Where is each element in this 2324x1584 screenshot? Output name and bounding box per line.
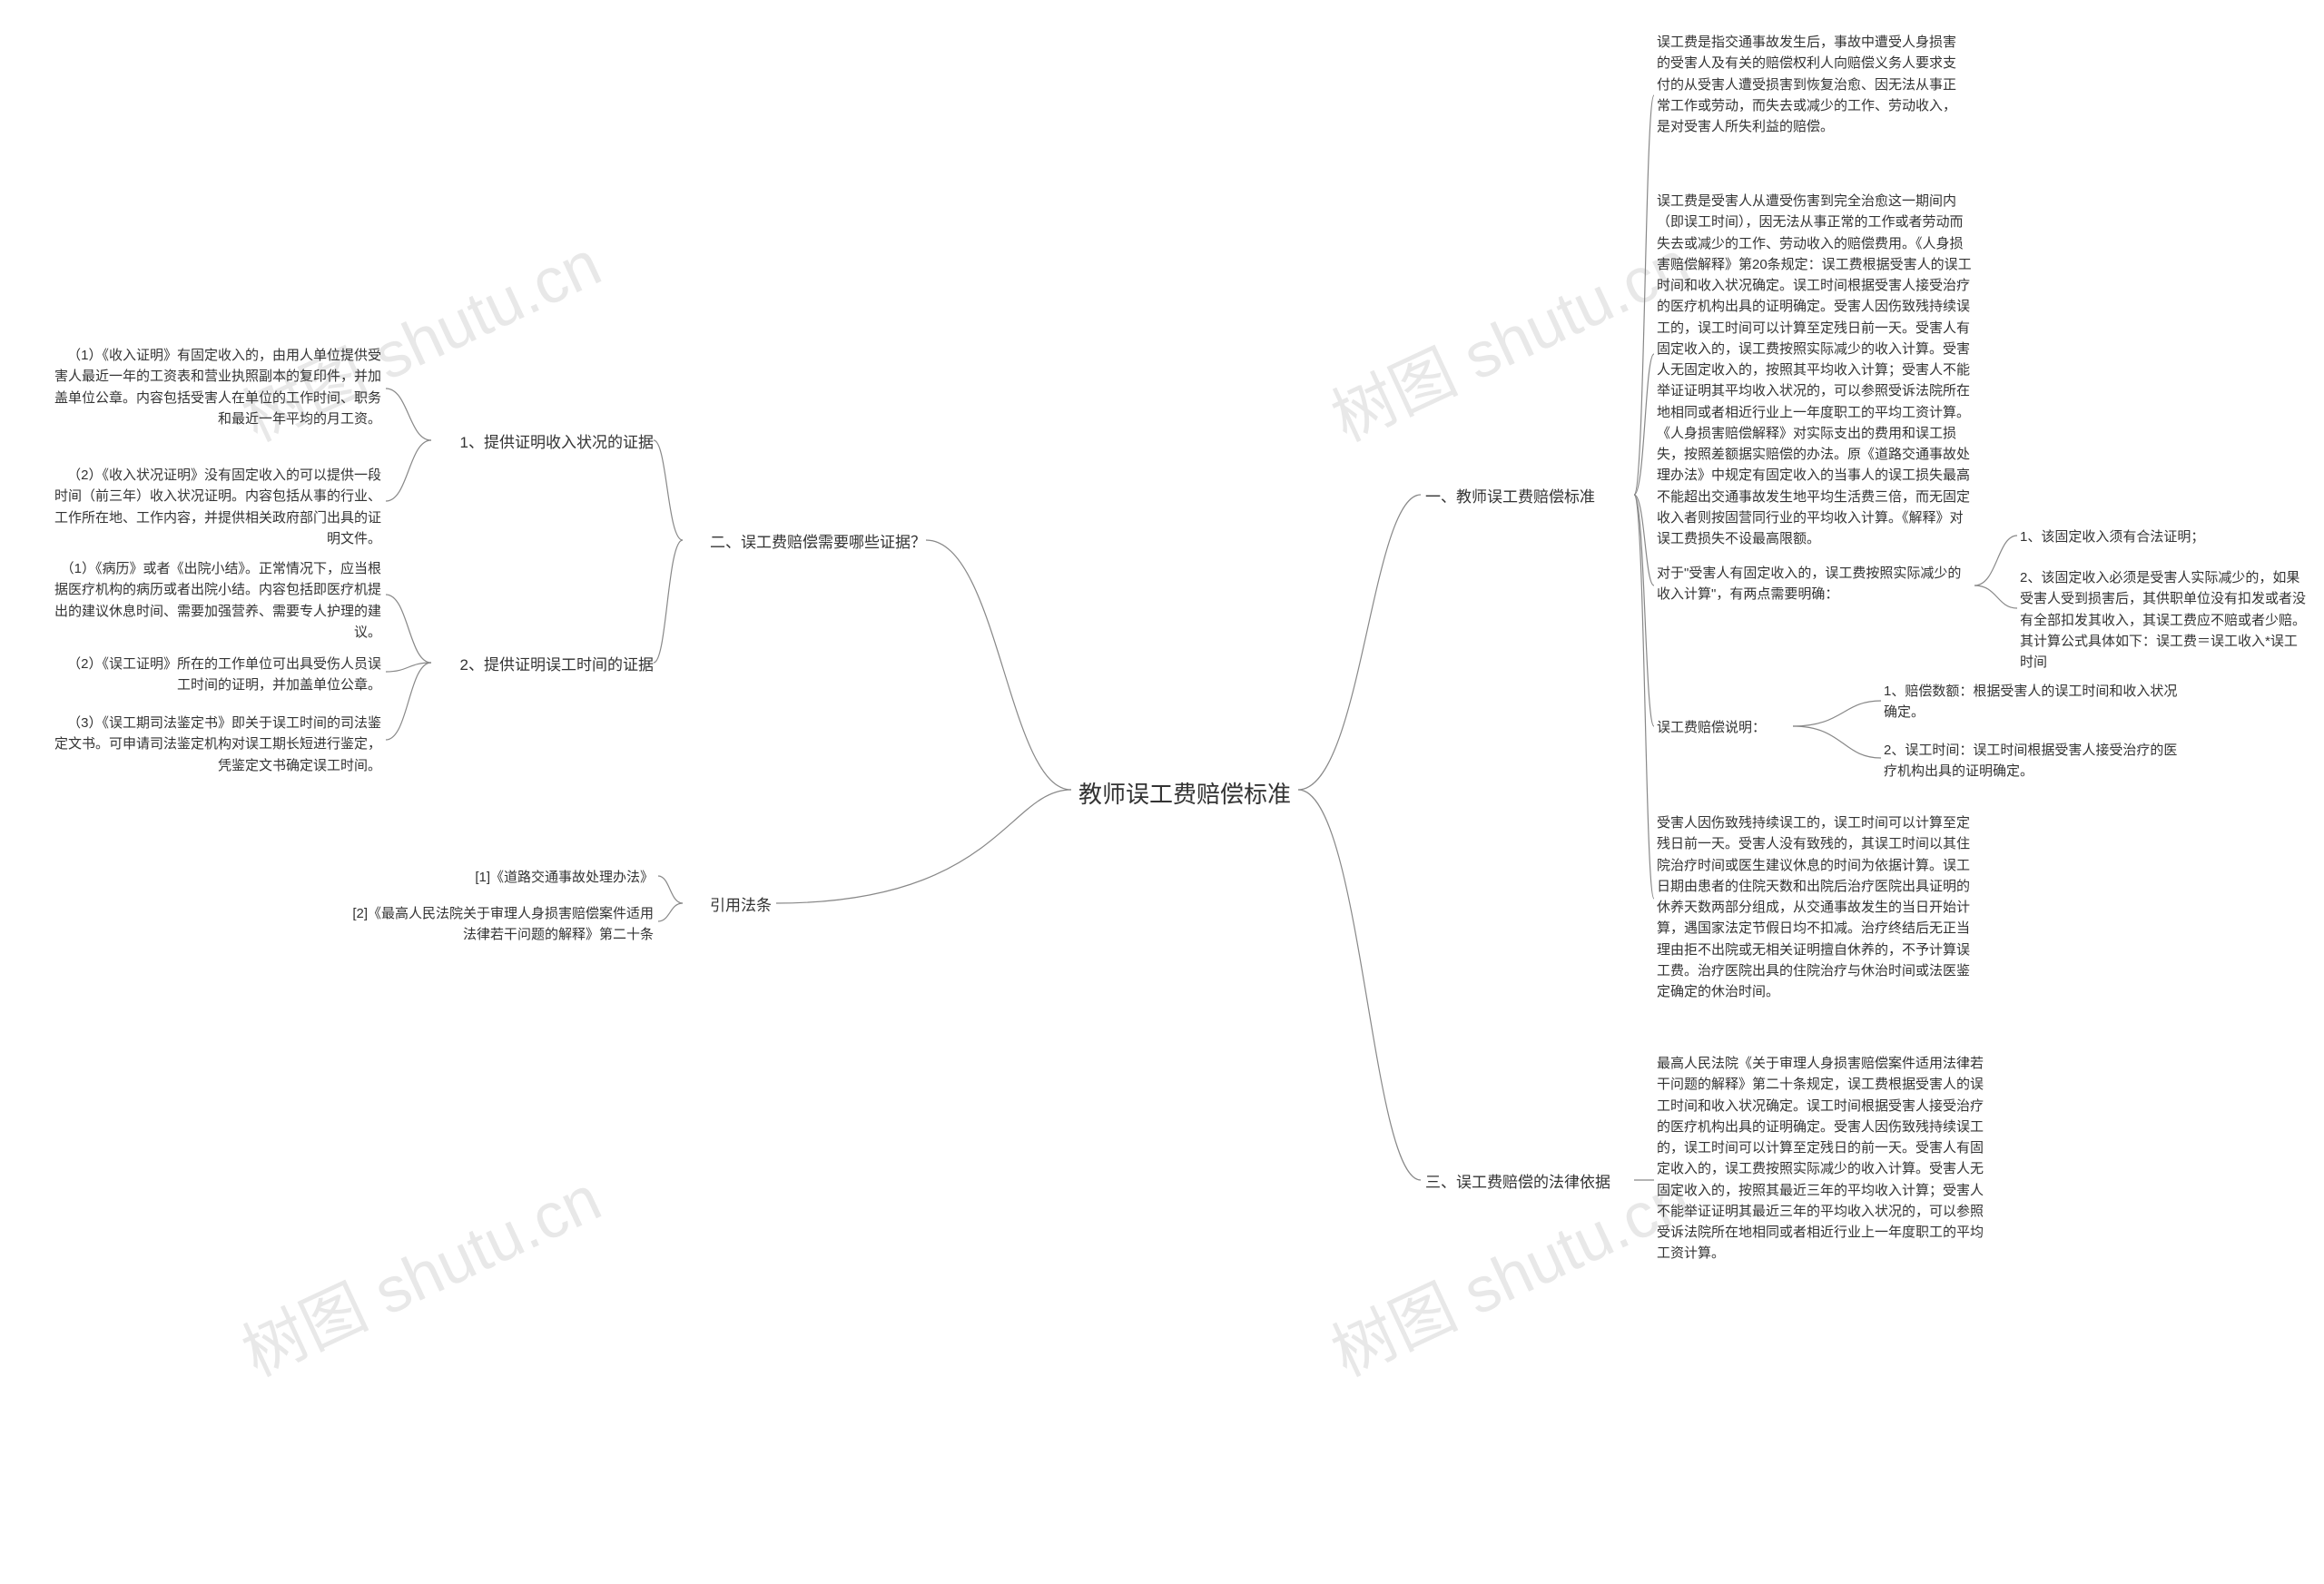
leaf-s2-sub2-1: （1）《病历》或者《出院小结》。正常情况下，应当根据医疗机构的病历或者出院小结。… <box>54 558 381 643</box>
branch-fixed-income: 对于"受害人有固定收入的，误工费按照实际减少的收入计算"，有两点需要明确： <box>1657 563 1974 605</box>
leaf-s2-sub1-1: （1）《收入证明》有固定收入的，由用人单位提供受害人最近一年的工资表和营业执照副… <box>54 345 381 429</box>
branch-citations: 引用法条 <box>681 894 772 918</box>
branch-s2-sub2: 2、提供证明误工时间的证据 <box>431 654 654 677</box>
watermark: 树图 shutu.cn <box>226 1148 614 1394</box>
branch-section2: 二、误工费赔偿需要哪些证据？ <box>681 531 926 555</box>
leaf-s1-para1: 误工费是指交通事故发生后，事故中遭受人身损害的受害人及有关的赔偿权利人向赔偿义务… <box>1657 32 1965 137</box>
root-node: 教师误工费赔偿标准 <box>1067 776 1303 810</box>
leaf-s3-content: 最高人民法院《关于审理人身损害赔偿案件适用法律若干问题的解释》第二十条规定，误工… <box>1657 1053 1984 1264</box>
branch-s2-sub1: 1、提供证明收入状况的证据 <box>431 431 654 455</box>
leaf-comp-note-2: 2、误工时间：误工时间根据受害人接受治疗的医疗机构出具的证明确定。 <box>1884 740 2183 782</box>
leaf-citation-1: [1]《道路交通事故处理办法》 <box>390 867 654 888</box>
leaf-s2-sub2-3: （3）《误工期司法鉴定书》即关于误工时间的司法鉴定文书。可申请司法鉴定机构对误工… <box>54 713 381 776</box>
leaf-s1-para3: 受害人因伤致残持续误工的，误工时间可以计算至定残日前一天。受害人没有致残的，其误… <box>1657 812 1974 1002</box>
branch-section1: 一、教师误工费赔偿标准 <box>1425 486 1661 509</box>
leaf-s2-sub1-2: （2）《收入状况证明》没有固定收入的可以提供一段时间（前三年）收入状况证明。内容… <box>54 465 381 549</box>
leaf-citation-2: [2]《最高人民法院关于审理人身损害赔偿案件适用法律若干问题的解释》第二十条 <box>345 903 654 946</box>
leaf-fixed-income-1: 1、该固定收入须有合法证明； <box>2020 526 2292 547</box>
watermark: 树图 shutu.cn <box>1315 213 1703 459</box>
branch-comp-note: 误工费赔偿说明： <box>1657 717 1838 738</box>
leaf-s1-para2: 误工费是受害人从遭受伤害到完全治愈这一期间内（即误工时间），因无法从事正常的工作… <box>1657 191 1974 549</box>
leaf-fixed-income-2: 2、该固定收入必须是受害人实际减少的，如果受害人受到损害后，其供职单位没有扣发或… <box>2020 567 2310 673</box>
leaf-s2-sub2-2: （2）《误工证明》所在的工作单位可出具受伤人员误工时间的证明，并加盖单位公章。 <box>54 654 381 696</box>
leaf-comp-note-1: 1、赔偿数额：根据受害人的误工时间和收入状况确定。 <box>1884 681 2183 723</box>
branch-section3: 三、误工费赔偿的法律依据 <box>1425 1171 1661 1195</box>
